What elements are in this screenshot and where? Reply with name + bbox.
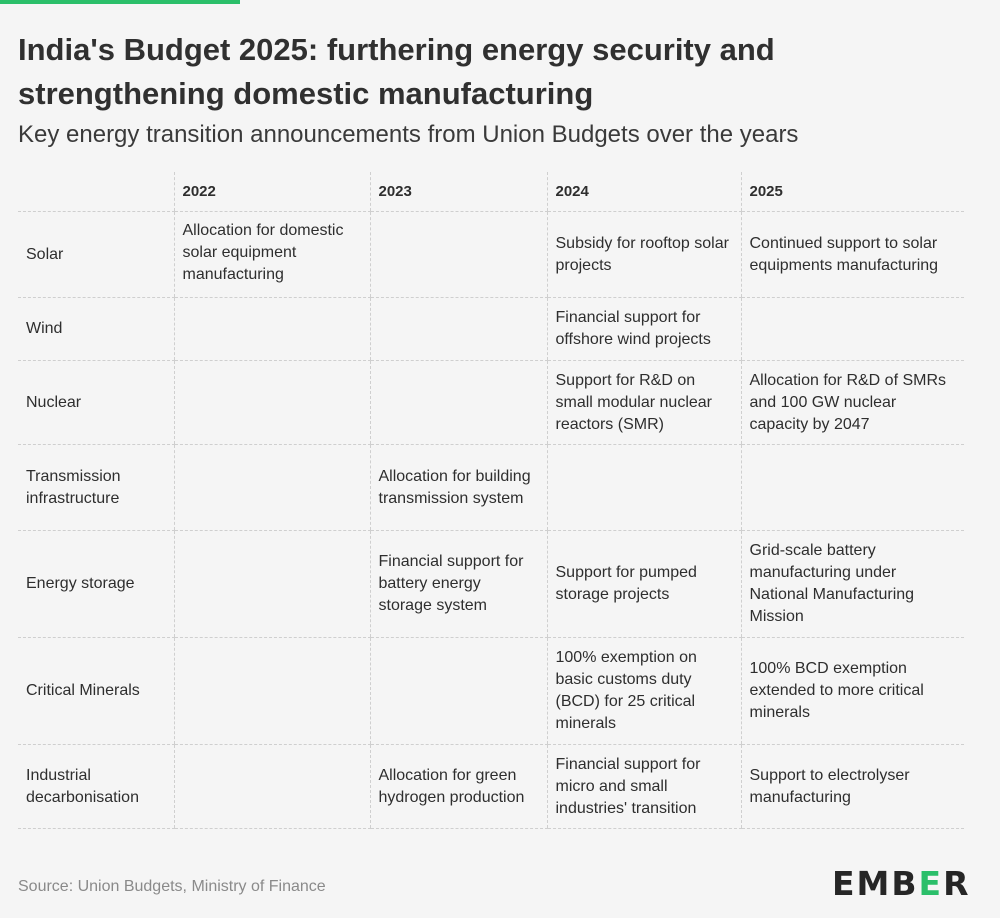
table-cell: Support to electrolyser manufacturing xyxy=(740,744,964,829)
row-label: Critical Minerals xyxy=(18,637,174,745)
table-row: Nuclear Support for R&D on small modular… xyxy=(18,360,964,445)
logo-letter: E xyxy=(918,864,944,903)
announcements-table: 2022 2023 2024 2025 Solar Allocation for… xyxy=(18,172,964,829)
row-label: Solar xyxy=(18,211,174,298)
table-row: Transmission infrastructure Allocation f… xyxy=(18,444,964,531)
table-cell: Financial support for battery energy sto… xyxy=(369,530,547,638)
table-cell xyxy=(173,444,370,531)
row-label: Nuclear xyxy=(18,360,174,445)
table-cell xyxy=(173,637,370,745)
table-cell: Allocation for building transmission sys… xyxy=(369,444,547,531)
row-label: Industrial decarbonisation xyxy=(18,744,174,829)
chart-title: India's Budget 2025: furthering energy s… xyxy=(18,32,775,111)
row-label: Transmission infrastructure xyxy=(18,444,174,531)
table-cell: Allocation for R&D of SMRs and 100 GW nu… xyxy=(740,360,964,445)
table-cell xyxy=(173,297,370,361)
table-cell: Continued support to solar equipments ma… xyxy=(740,211,964,298)
table-cell xyxy=(173,530,370,638)
table-cell: Financial support for offshore wind proj… xyxy=(546,297,741,361)
table-cell xyxy=(740,444,964,531)
table-header-row: 2022 2023 2024 2025 xyxy=(18,172,964,212)
row-label: Wind xyxy=(18,297,174,361)
logo-letter: R xyxy=(943,864,971,903)
chart-subtitle: Key energy transition announcements from… xyxy=(18,121,799,148)
table-cell xyxy=(173,360,370,445)
table-cell: Allocation for green hydrogen production xyxy=(369,744,547,829)
column-header: 2024 xyxy=(546,172,741,212)
column-header: 2025 xyxy=(740,172,964,212)
table-cell: Financial support for micro and small in… xyxy=(546,744,741,829)
table-cell xyxy=(369,297,547,361)
ember-logo: EMBER xyxy=(832,864,971,903)
table-row: Solar Allocation for domestic solar equi… xyxy=(18,211,964,298)
column-header: 2023 xyxy=(369,172,547,212)
table-cell: Support for pumped storage projects xyxy=(546,530,741,638)
table-row: Wind Financial support for offshore wind… xyxy=(18,297,964,361)
table-cell: 100% BCD exemption extended to more crit… xyxy=(740,637,964,745)
table-cell xyxy=(369,211,547,298)
source-note: Source: Union Budgets, Ministry of Finan… xyxy=(18,878,326,895)
table-cell xyxy=(369,360,547,445)
table-row: Critical Minerals 100% exemption on basi… xyxy=(18,637,964,745)
logo-letter: M xyxy=(856,864,892,903)
table-cell: Support for R&D on small modular nuclear… xyxy=(546,360,741,445)
table-cell xyxy=(369,637,547,745)
accent-bar xyxy=(0,0,240,4)
logo-letter: E xyxy=(832,864,857,903)
column-header: 2022 xyxy=(173,172,370,212)
table-cell: Grid-scale battery manufacturing under N… xyxy=(740,530,964,638)
logo-letter: B xyxy=(891,864,919,903)
table-cell: 100% exemption on basic customs duty (BC… xyxy=(546,637,741,745)
table-cell xyxy=(546,444,741,531)
table-row: Energy storage Financial support for bat… xyxy=(18,530,964,638)
column-header xyxy=(18,172,174,212)
row-label: Energy storage xyxy=(18,530,174,638)
table-cell xyxy=(740,297,964,361)
table-cell xyxy=(173,744,370,829)
table-cell: Allocation for domestic solar equipment … xyxy=(173,211,370,298)
table-row: Industrial decarbonisation Allocation fo… xyxy=(18,744,964,829)
table-cell: Subsidy for rooftop solar projects xyxy=(546,211,741,298)
